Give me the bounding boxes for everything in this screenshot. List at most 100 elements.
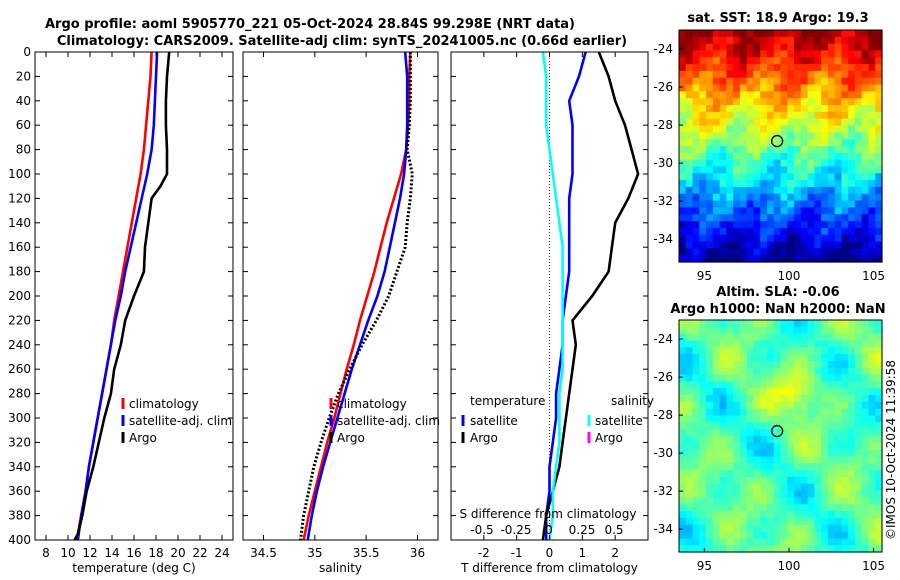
heatmap-cell: [712, 504, 721, 512]
heatmap-cell: [706, 173, 714, 181]
heatmap-cell: [834, 159, 842, 168]
heatmap-cell: [794, 504, 802, 512]
heatmap-cell: [821, 545, 829, 553]
heatmap-cell: [827, 193, 836, 202]
heatmap-cell: [685, 227, 694, 236]
heatmap-cell: [753, 241, 761, 249]
heatmap-cell: [766, 538, 775, 546]
heatmap-cell: [848, 186, 856, 195]
heatmap-cell: [706, 125, 714, 133]
heatmap-cell: [868, 442, 876, 451]
series-satellite-adj-clim: [306, 51, 409, 541]
heatmap-cell: [773, 429, 782, 437]
heatmap-cell: [739, 159, 748, 168]
heatmap-cell: [841, 442, 849, 451]
y-tick-label: 0: [23, 45, 31, 59]
heatmap-cell: [868, 84, 876, 93]
heatmap-cell: [794, 98, 802, 106]
heatmap-cell: [685, 193, 694, 202]
heatmap-cell: [780, 146, 788, 154]
heatmap-cell: [787, 456, 795, 464]
heatmap-cell: [760, 30, 768, 38]
heatmap-cell: [787, 221, 795, 229]
y-tick-label: 340: [8, 460, 31, 474]
heatmap-cell: [807, 545, 815, 553]
heatmap-cell: [827, 381, 836, 389]
heatmap-cell: [753, 152, 761, 161]
heatmap-cell: [692, 531, 700, 539]
heatmap-cell: [834, 531, 842, 539]
heatmap-cell: [854, 98, 863, 106]
heatmap-cell: [821, 449, 829, 458]
heatmap-cell: [766, 449, 775, 458]
heatmap-cell: [827, 545, 836, 553]
heatmap-cell: [854, 118, 863, 127]
heatmap-cell: [848, 538, 856, 546]
heatmap-cell: [834, 98, 842, 106]
heatmap-cell: [699, 538, 707, 546]
heatmap-cell: [780, 463, 788, 471]
heatmap-cell: [834, 43, 842, 52]
heatmap-cell: [780, 395, 788, 403]
heatmap-cell: [794, 436, 802, 444]
heatmap-cell: [800, 340, 809, 348]
heatmap-cell: [766, 200, 775, 209]
heatmap-cell: [760, 415, 768, 423]
heatmap-cell: [848, 401, 856, 410]
heatmap-cell: [773, 490, 782, 499]
heatmap-cell: [712, 50, 721, 58]
heatmap-cell: [766, 347, 775, 355]
heatmap-cell: [685, 517, 694, 526]
heatmap-cell: [821, 456, 829, 464]
heatmap-cell: [821, 470, 829, 478]
heatmap-cell: [861, 422, 870, 430]
heatmap-cell: [685, 186, 694, 195]
heatmap-cell: [875, 146, 883, 154]
heatmap-cell: [685, 415, 694, 423]
heatmap-cell: [739, 166, 748, 174]
heatmap-cell: [794, 531, 802, 539]
heatmap-cell: [766, 173, 775, 181]
heatmap-cell: [807, 436, 815, 444]
heatmap-cell: [773, 415, 782, 423]
heatmap-cell: [692, 98, 700, 106]
heatmap-cell: [746, 180, 755, 188]
heatmap-cell: [753, 360, 761, 369]
heatmap-cell: [766, 415, 775, 423]
heatmap-cell: [848, 476, 856, 485]
title-line2: Climatology: CARS2009. Satellite-adj cli…: [57, 34, 627, 49]
heatmap-cell: [699, 476, 707, 485]
heatmap-cell: [706, 91, 714, 99]
heatmap-cell: [773, 531, 782, 539]
heatmap-cell: [712, 347, 721, 355]
heatmap-cell: [814, 511, 822, 519]
heatmap-cell: [692, 30, 700, 38]
heatmap-cell: [848, 360, 856, 369]
heatmap-cell: [719, 463, 727, 471]
heatmap-cell: [699, 320, 707, 328]
heatmap-cell: [834, 326, 842, 335]
heatmap-cell: [787, 545, 795, 553]
heatmap-cell: [712, 64, 721, 72]
heatmap-cell: [733, 64, 741, 72]
heatmap-cell: [726, 214, 734, 222]
heatmap-cell: [800, 381, 809, 389]
heatmap-cell: [814, 166, 822, 174]
heatmap-cell: [685, 524, 694, 533]
heatmap-cell: [719, 159, 727, 168]
heatmap-cell: [746, 77, 755, 86]
heatmap-cell: [875, 326, 883, 335]
heatmap-cell: [787, 395, 795, 403]
heatmap-cell: [719, 84, 727, 93]
heatmap-cell: [780, 422, 788, 430]
heatmap-cell: [753, 483, 761, 492]
heatmap-cell: [746, 388, 755, 396]
heatmap-cell: [773, 388, 782, 396]
heatmap-cell: [800, 166, 809, 174]
heatmap-cell: [841, 111, 849, 120]
heatmap-cell: [760, 388, 768, 396]
heatmap-cell: [760, 221, 768, 229]
heatmap-cell: [733, 545, 741, 553]
heatmap-cell: [679, 30, 687, 38]
heatmap-cell: [848, 367, 856, 376]
